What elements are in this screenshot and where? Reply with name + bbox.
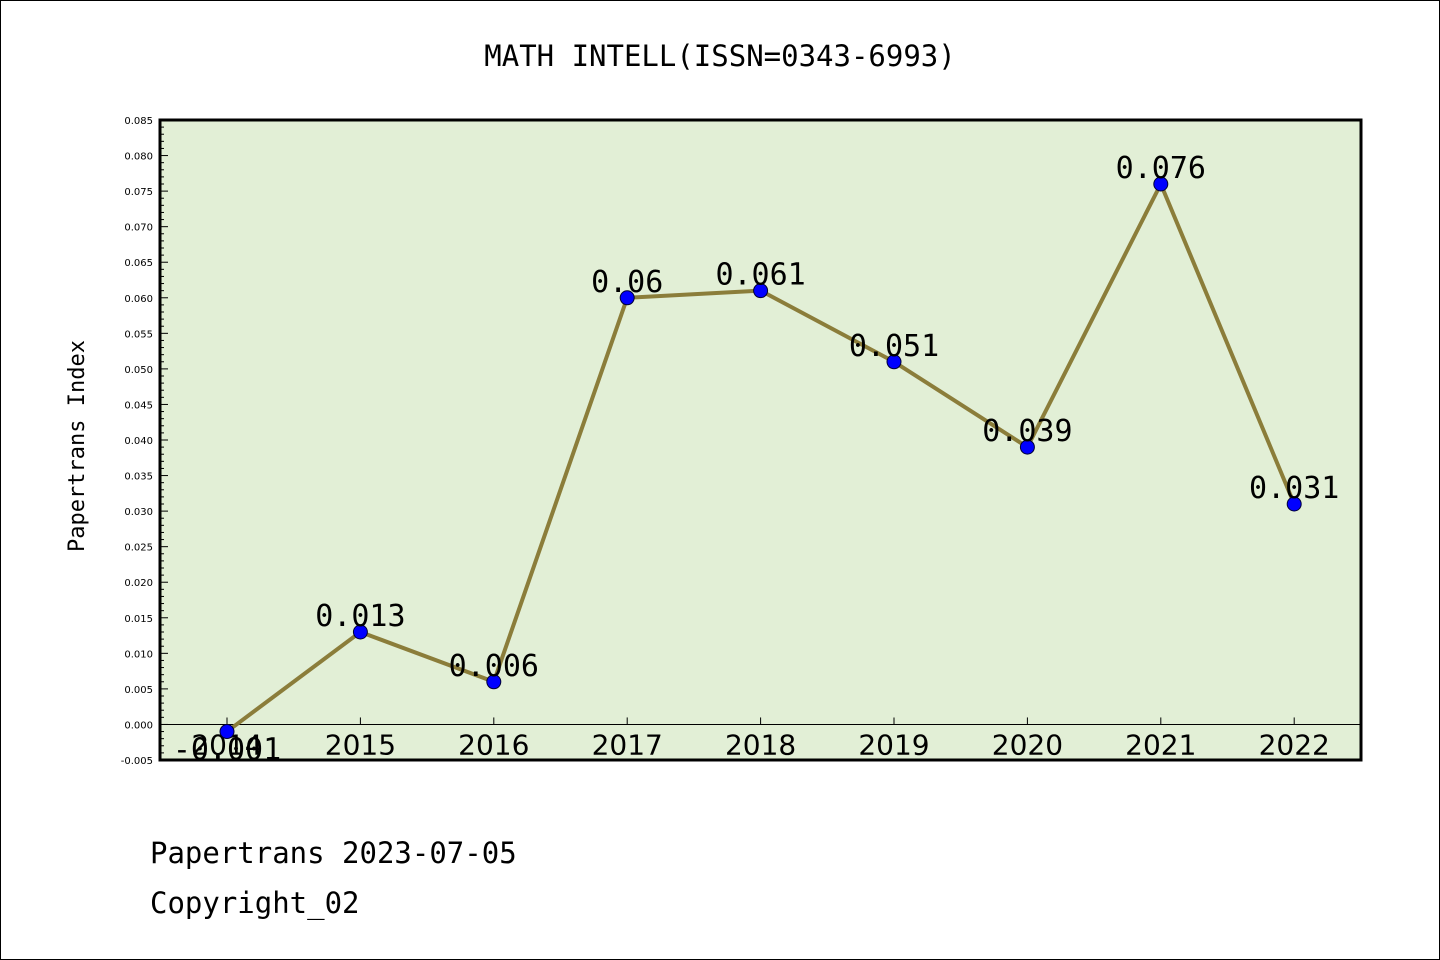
data-point bbox=[1153, 176, 1169, 192]
data-label: 0.051 bbox=[849, 329, 939, 364]
plot-border bbox=[158, 118, 1363, 762]
x-tick-label: 2015 bbox=[325, 728, 396, 761]
x-tick-label: 2019 bbox=[858, 728, 929, 761]
x-tick-label: 2020 bbox=[992, 728, 1063, 761]
data-point bbox=[753, 283, 769, 299]
y-tick-label: 0.055 bbox=[124, 329, 153, 340]
y-tick-label: 0.040 bbox=[124, 436, 153, 447]
data-point bbox=[219, 724, 235, 740]
data-point bbox=[352, 624, 368, 640]
y-tick-label: 0.000 bbox=[124, 720, 153, 731]
data-label: 0.039 bbox=[982, 414, 1072, 449]
y-tick-label: 0.060 bbox=[124, 294, 153, 305]
y-axis-label: Papertrans Index bbox=[65, 340, 90, 552]
y-tick-label: 0.010 bbox=[124, 649, 153, 660]
data-point bbox=[619, 290, 635, 306]
x-tick-label: 2017 bbox=[592, 728, 663, 761]
data-label: 0.006 bbox=[449, 649, 539, 684]
y-tick-label: 0.080 bbox=[124, 152, 153, 163]
y-tick-label: 0.065 bbox=[124, 258, 153, 269]
data-label: 0.031 bbox=[1249, 471, 1339, 506]
data-label: 0.076 bbox=[1116, 151, 1206, 186]
data-point bbox=[1286, 496, 1302, 512]
y-tick-label: 0.030 bbox=[124, 507, 153, 518]
x-axis: 2014 2015 2016 2017 2018 2019 2020 2021 2022 bbox=[191, 717, 1330, 761]
data-label: 0.061 bbox=[715, 258, 805, 293]
chart-title: MATH INTELL(ISSN=0343-6993) bbox=[484, 39, 955, 73]
y-tick-label: 0.075 bbox=[124, 187, 153, 198]
x-tick-label: 2021 bbox=[1125, 728, 1196, 761]
y-tick-label: 0.035 bbox=[124, 472, 153, 483]
y-tick-label: 0.070 bbox=[124, 223, 153, 234]
data-label: 0.013 bbox=[315, 599, 405, 634]
y-tick-label: 0.025 bbox=[124, 543, 153, 554]
data-points bbox=[219, 176, 1302, 740]
plot-area bbox=[160, 120, 1361, 760]
y-tick-label: 0.020 bbox=[124, 578, 153, 589]
y-tick-label: -0.005 bbox=[121, 756, 153, 767]
data-point bbox=[886, 354, 902, 370]
data-point bbox=[486, 674, 502, 690]
y-tick-label: 0.015 bbox=[124, 614, 153, 625]
data-label: 0.06 bbox=[591, 265, 663, 300]
footer-date: Papertrans 2023-07-05 bbox=[150, 836, 517, 870]
x-tick-label: 2016 bbox=[458, 728, 529, 761]
y-tick-label: 0.005 bbox=[124, 685, 153, 696]
data-labels: -0.001 0.013 0.006 0.06 0.061 0.051 0.039 0.076… bbox=[173, 151, 1340, 768]
y-tick-label: 0.050 bbox=[124, 365, 153, 376]
y-tick-label: 0.045 bbox=[124, 400, 153, 411]
x-tick-label: 2018 bbox=[725, 728, 796, 761]
data-point bbox=[1019, 439, 1035, 455]
data-label: -0.001 bbox=[173, 733, 281, 768]
x-tick-label: 2022 bbox=[1259, 728, 1330, 761]
y-tick-label: 0.085 bbox=[124, 116, 153, 127]
footer-copyright: Copyright_02 bbox=[150, 886, 360, 920]
